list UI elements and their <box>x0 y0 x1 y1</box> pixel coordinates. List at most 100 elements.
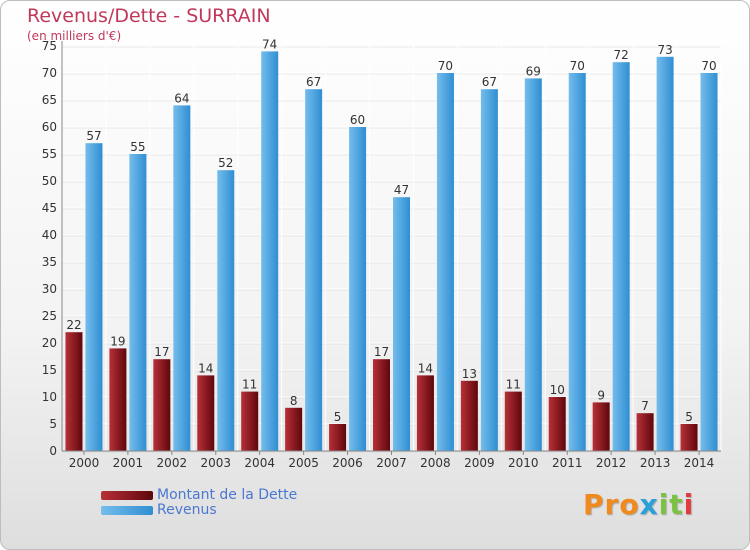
x-tick-label: 2008 <box>420 456 451 470</box>
bar-debt <box>548 397 566 451</box>
y-tick-label: 50 <box>42 174 57 188</box>
data-label-revenue: 55 <box>130 140 145 154</box>
bar-revenue <box>700 73 718 451</box>
data-label-revenue: 70 <box>570 59 585 73</box>
bar-debt <box>197 375 215 451</box>
bar-revenue <box>173 105 191 452</box>
bar-debt <box>460 380 478 451</box>
x-tick-label: 2000 <box>69 456 100 470</box>
y-tick-label: 25 <box>42 309 57 323</box>
data-label-debt: 7 <box>641 399 649 413</box>
data-label-debt: 17 <box>154 345 169 359</box>
bar-debt <box>636 413 654 451</box>
x-tick-label: 2003 <box>200 456 231 470</box>
bar-revenue <box>349 127 367 451</box>
x-tick-label: 2012 <box>596 456 627 470</box>
data-label-debt: 19 <box>110 334 125 348</box>
legend-label-debt: Montant de la Dette <box>157 487 298 503</box>
bar-debt <box>504 391 522 451</box>
data-label-revenue: 67 <box>306 75 321 89</box>
data-label-revenue: 70 <box>438 59 453 73</box>
bar-debt <box>109 348 127 451</box>
bar-debt <box>65 332 83 451</box>
data-label-debt: 8 <box>290 394 298 408</box>
bar-revenue <box>656 56 674 452</box>
x-tick-label: 2001 <box>113 456 144 470</box>
data-label-revenue: 70 <box>701 59 716 73</box>
bar-debt <box>592 402 610 451</box>
data-label-revenue: 60 <box>350 113 365 127</box>
x-tick-label: 2007 <box>376 456 407 470</box>
bar-revenue <box>436 73 454 451</box>
y-tick-label: 15 <box>42 363 57 377</box>
y-tick-label: 30 <box>42 282 57 296</box>
y-tick-label: 65 <box>42 93 57 107</box>
logo-letter: i <box>683 488 695 521</box>
x-tick-label: 2014 <box>684 456 715 470</box>
data-label-debt: 13 <box>462 367 477 381</box>
data-label-revenue: 57 <box>86 129 101 143</box>
data-label-revenue: 64 <box>174 91 189 105</box>
x-tick-label: 2010 <box>508 456 539 470</box>
y-tick-label: 55 <box>42 147 57 161</box>
data-label-revenue: 47 <box>394 183 409 197</box>
bar-revenue <box>217 170 235 451</box>
bar-debt <box>373 359 390 451</box>
chart-title: Revenus/Dette - SURRAIN <box>27 5 271 27</box>
x-tick-label: 2009 <box>464 456 495 470</box>
data-label-debt: 14 <box>198 361 213 375</box>
x-tick-label: 2011 <box>552 456 583 470</box>
y-tick-label: 75 <box>42 39 57 53</box>
bar-revenue <box>393 197 410 451</box>
bar-debt <box>285 407 303 451</box>
logo-letter: x <box>639 488 659 521</box>
x-tick-label: 2013 <box>640 456 671 470</box>
x-tick-label: 2006 <box>332 456 363 470</box>
data-label-revenue: 74 <box>262 37 277 51</box>
bar-revenue <box>305 89 323 451</box>
bar-debt <box>153 359 171 451</box>
x-tick-label: 2005 <box>288 456 319 470</box>
legend-swatch-revenue <box>101 506 153 515</box>
data-label-revenue: 69 <box>526 64 541 78</box>
y-tick-label: 45 <box>42 201 57 215</box>
data-label-debt: 5 <box>685 410 693 424</box>
y-tick-label: 70 <box>42 66 57 80</box>
data-label-revenue: 67 <box>482 75 497 89</box>
chart-subtitle: (en milliers d'€) <box>27 29 122 43</box>
y-tick-label: 0 <box>49 444 57 458</box>
x-tick-label: 2004 <box>244 456 275 470</box>
bar-debt <box>680 424 698 451</box>
data-label-debt: 11 <box>242 378 257 392</box>
bar-debt <box>329 424 347 451</box>
bar-debt <box>241 391 259 451</box>
data-label-debt: 10 <box>550 383 565 397</box>
legend-swatch-debt <box>101 491 153 500</box>
logo-letter: P <box>583 488 605 521</box>
logo-letter: o <box>619 488 640 521</box>
logo-letter: i <box>658 488 670 521</box>
bar-revenue <box>612 62 630 451</box>
data-label-debt: 14 <box>418 361 433 375</box>
bar-revenue <box>129 154 147 451</box>
bar-revenue <box>480 89 498 451</box>
legend-label-revenue: Revenus <box>157 502 217 518</box>
y-tick-label: 60 <box>42 120 57 134</box>
bar-revenue <box>524 78 542 452</box>
data-label-debt: 9 <box>597 388 605 402</box>
data-label-debt: 11 <box>506 378 521 392</box>
bar-revenue <box>85 143 103 451</box>
data-label-revenue: 52 <box>218 156 233 170</box>
y-tick-label: 10 <box>42 390 57 404</box>
data-label-debt: 22 <box>66 318 81 332</box>
y-tick-label: 5 <box>49 417 57 431</box>
data-label-revenue: 73 <box>657 43 672 57</box>
data-label-debt: 5 <box>334 410 342 424</box>
y-tick-label: 35 <box>42 255 57 269</box>
data-label-debt: 17 <box>374 345 389 359</box>
proxiti-logo: Proxiti <box>583 488 694 521</box>
logo-letter: t <box>669 488 684 521</box>
bar-debt <box>416 375 434 451</box>
